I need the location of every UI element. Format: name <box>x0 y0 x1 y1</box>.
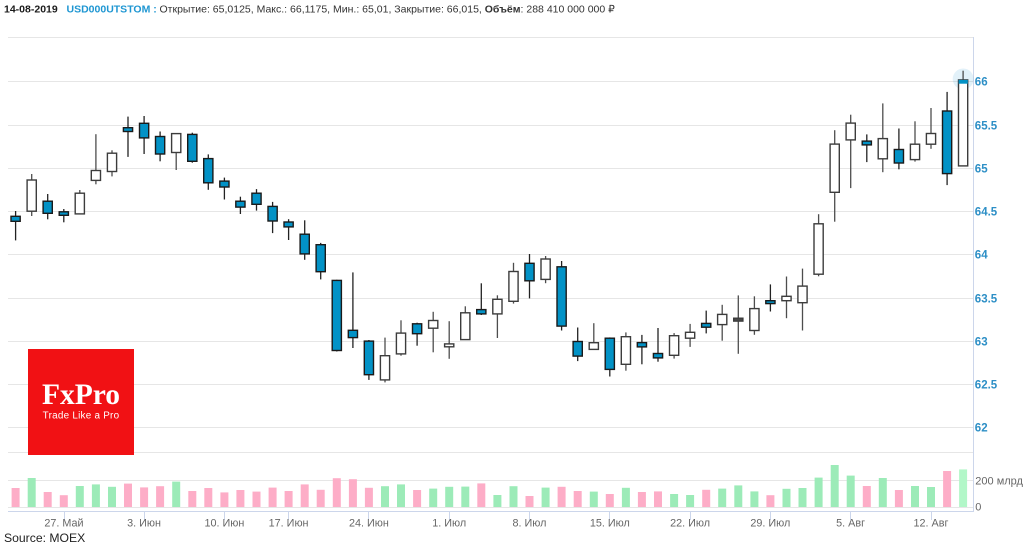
svg-text:62: 62 <box>975 423 988 435</box>
svg-text:200 млрд: 200 млрд <box>975 476 1023 488</box>
svg-text:USD000UTSTOM :: USD000UTSTOM : <box>67 4 157 16</box>
svg-text:10. Июн: 10. Июн <box>204 518 244 530</box>
svg-text:64.5: 64.5 <box>975 207 998 219</box>
svg-text:Открытие: 65,0125, Макс.: 66,1: Открытие: 65,0125, Макс.: 66,1175, Мин.:… <box>160 4 616 16</box>
svg-text:FxPro: FxPro <box>42 379 120 411</box>
svg-text:8. Июл: 8. Июл <box>513 518 547 530</box>
svg-text:0: 0 <box>975 501 981 513</box>
svg-text:15. Июл: 15. Июл <box>590 518 630 530</box>
svg-text:63.5: 63.5 <box>975 294 998 306</box>
svg-text:14-08-2019: 14-08-2019 <box>4 4 58 16</box>
svg-text:63: 63 <box>975 337 988 349</box>
svg-text:1. Июл: 1. Июл <box>432 518 466 530</box>
svg-text:66: 66 <box>975 77 988 89</box>
svg-text:22. Июл: 22. Июл <box>670 518 710 530</box>
svg-text:64: 64 <box>975 250 988 262</box>
svg-text:24. Июн: 24. Июн <box>349 518 389 530</box>
svg-text:5. Авг: 5. Авг <box>836 518 865 530</box>
svg-text:Source: MOEX: Source: MOEX <box>4 531 85 545</box>
svg-text:65: 65 <box>975 164 988 176</box>
svg-text:29. Июл: 29. Июл <box>750 518 790 530</box>
svg-text:27. Май: 27. Май <box>44 518 83 530</box>
svg-text:17. Июн: 17. Июн <box>269 518 309 530</box>
svg-text:65.5: 65.5 <box>975 121 998 133</box>
svg-text:Trade Like a Pro: Trade Like a Pro <box>43 411 120 422</box>
svg-text:62.5: 62.5 <box>975 380 998 392</box>
svg-text:12. Авг: 12. Авг <box>914 518 949 530</box>
svg-text:3. Июн: 3. Июн <box>127 518 161 530</box>
